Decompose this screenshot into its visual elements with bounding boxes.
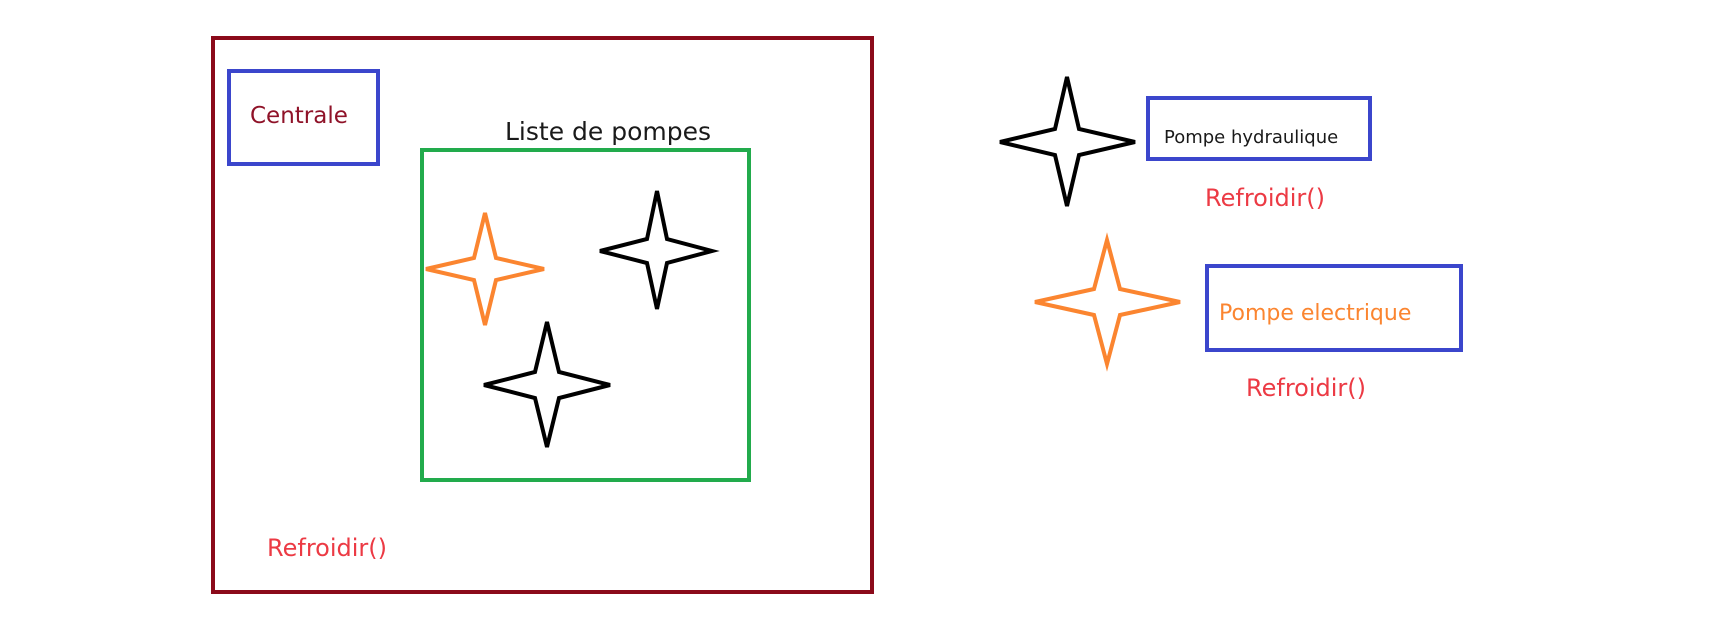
- legend-electric-label-box: [1205, 264, 1463, 352]
- legend-electric-label: Pompe electrique: [1219, 301, 1411, 326]
- central-label-box: [227, 69, 380, 166]
- legend-electric-star-icon: [1034, 232, 1181, 372]
- legend-hydraulic-method: Refroidir(): [1205, 184, 1325, 212]
- legend-hydraulic-star-icon: [999, 76, 1136, 207]
- legend-electric-method: Refroidir(): [1246, 374, 1366, 402]
- hydraulic-pump-star-icon: [599, 190, 720, 310]
- pump-list-label: Liste de pompes: [505, 117, 711, 146]
- central-method: Refroidir(): [267, 534, 387, 562]
- legend-hydraulic-label-box: [1146, 96, 1372, 161]
- pump-list-box: [420, 148, 751, 482]
- central-box: [211, 36, 874, 594]
- hydraulic-pump-star-icon: [483, 321, 611, 448]
- legend-hydraulic-label: Pompe hydraulique: [1164, 127, 1338, 148]
- central-label: Centrale: [250, 103, 348, 129]
- electric-pump-star-icon: [425, 212, 545, 326]
